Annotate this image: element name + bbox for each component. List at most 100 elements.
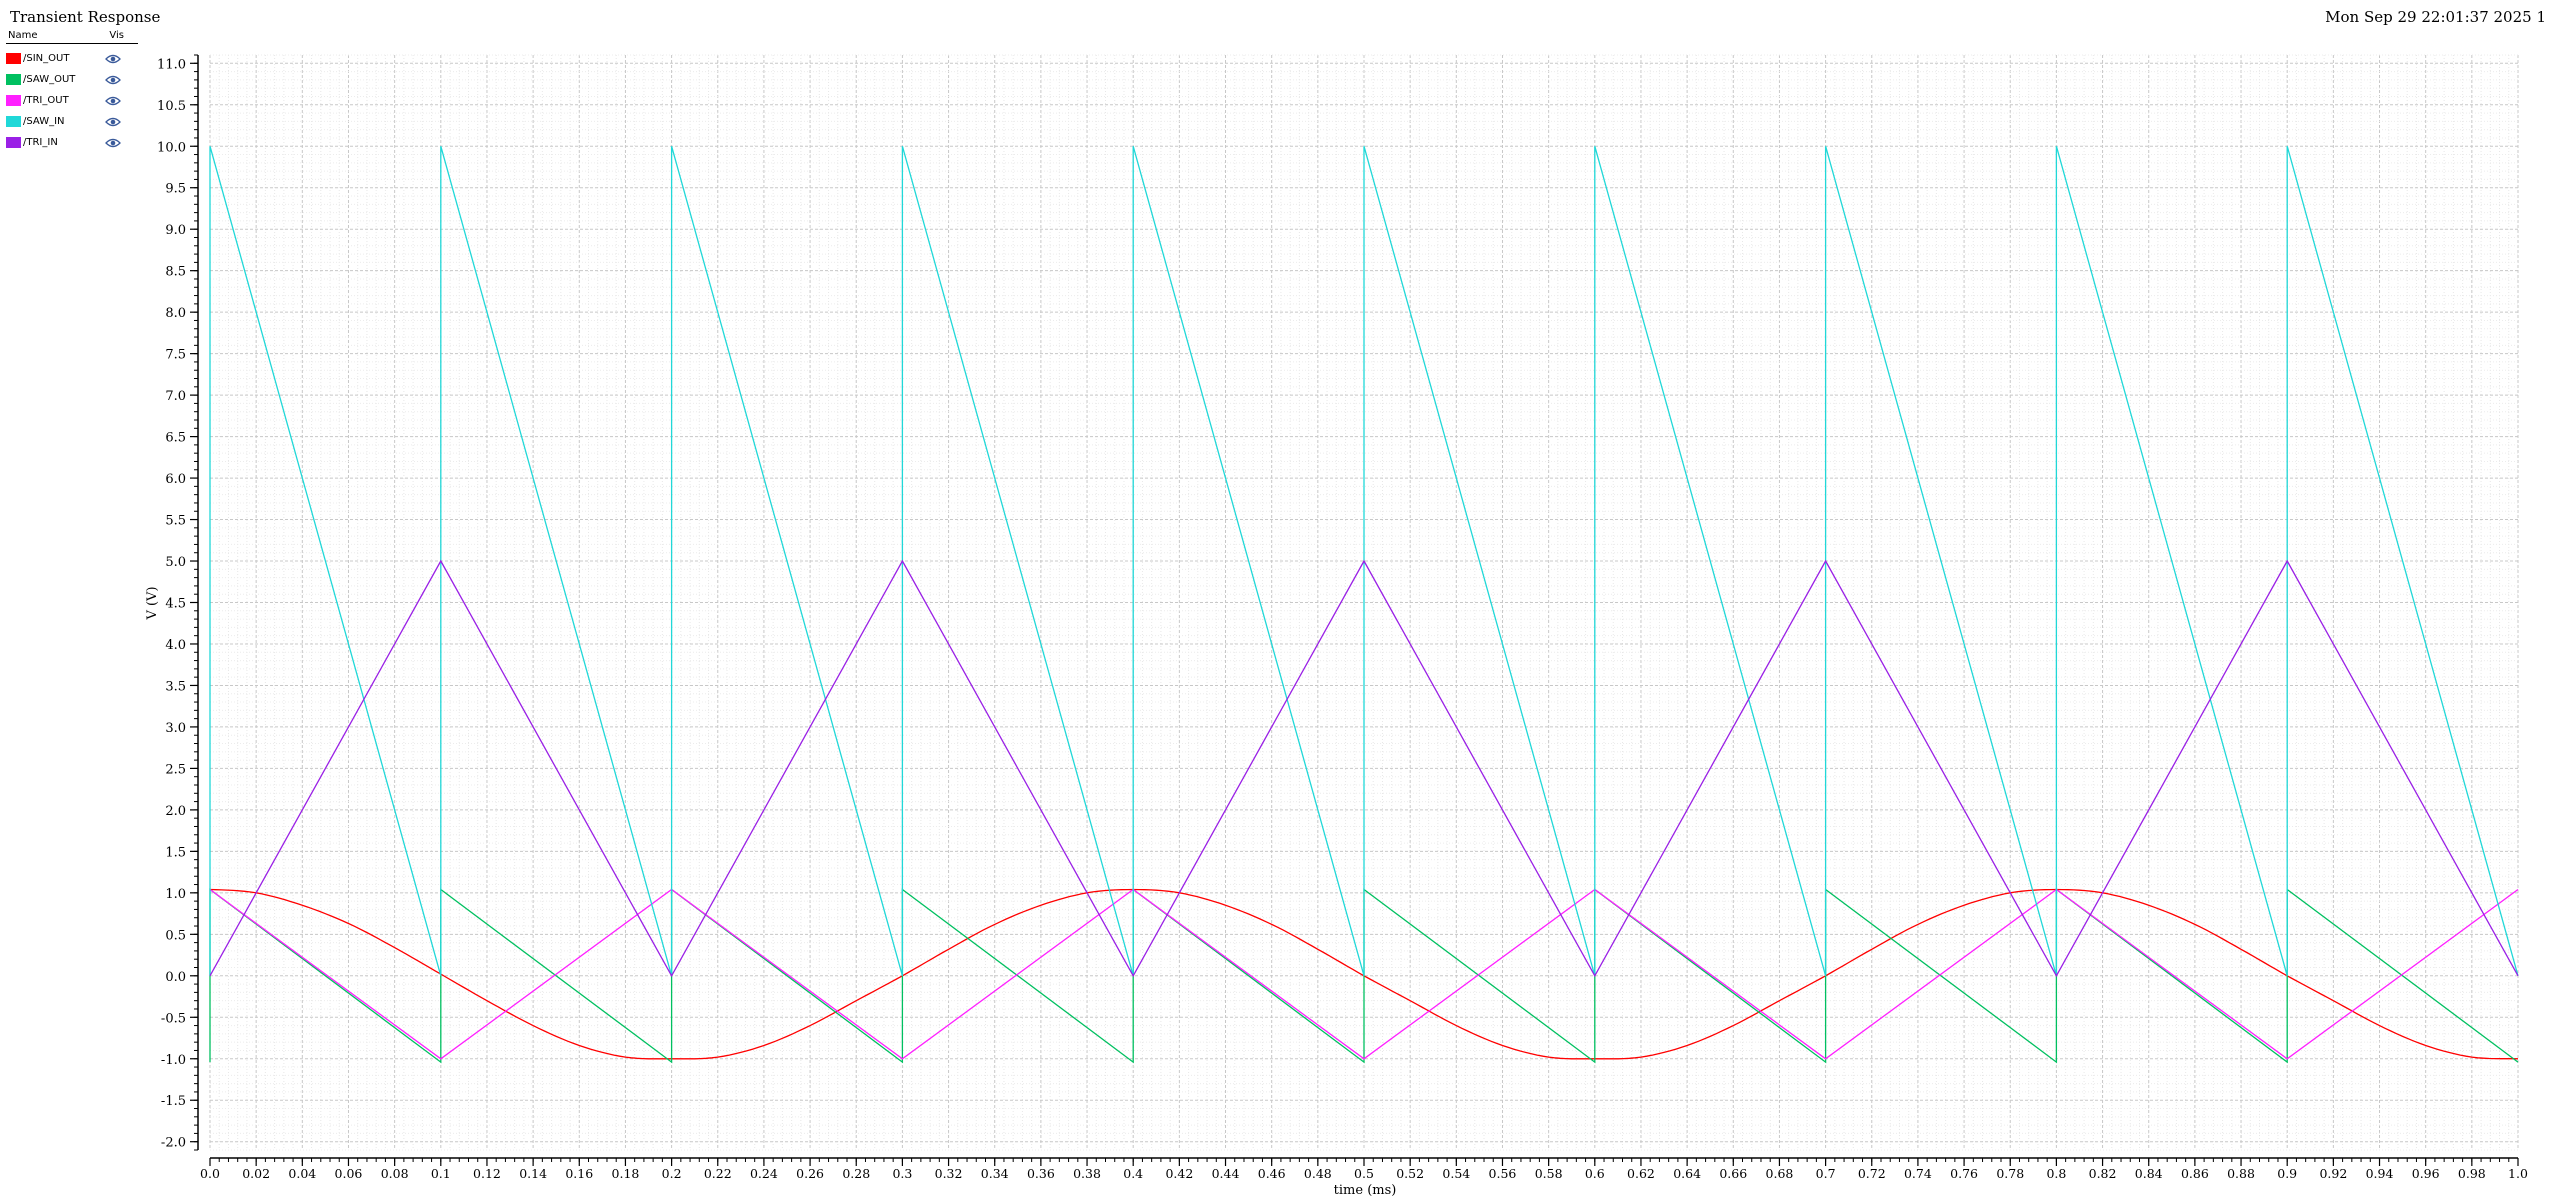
x-tick-label: 0.06 bbox=[335, 1166, 363, 1181]
x-tick-label: 0.68 bbox=[1766, 1166, 1794, 1181]
x-tick-label: 0.58 bbox=[1535, 1166, 1563, 1181]
x-tick-label: 0.32 bbox=[935, 1166, 963, 1181]
x-tick-label: 0.8 bbox=[2046, 1166, 2066, 1181]
x-tick-label: 0.28 bbox=[842, 1166, 870, 1181]
x-tick-label: 0.98 bbox=[2458, 1166, 2486, 1181]
y-tick-label: 2.5 bbox=[165, 762, 186, 777]
y-tick-label: -0.5 bbox=[161, 1011, 186, 1026]
x-tick-label: 0.26 bbox=[796, 1166, 824, 1181]
x-tick-label: 0.46 bbox=[1258, 1166, 1286, 1181]
y-tick-label: -2.0 bbox=[161, 1136, 186, 1151]
legend-col-name: Name bbox=[8, 30, 38, 41]
x-tick-label: 0.66 bbox=[1719, 1166, 1747, 1181]
y-tick-label: 6.5 bbox=[165, 431, 186, 446]
x-tick-label: 0.0 bbox=[200, 1166, 220, 1181]
x-tick-label: 0.52 bbox=[1396, 1166, 1424, 1181]
y-tick-label: 9.0 bbox=[165, 223, 186, 238]
y-tick-label: 6.0 bbox=[165, 472, 186, 487]
y-tick-label: 3.0 bbox=[165, 721, 186, 736]
legend-item[interactable]: /SAW_OUT bbox=[6, 69, 138, 90]
x-tick-label: 0.36 bbox=[1027, 1166, 1055, 1181]
eye-icon[interactable] bbox=[105, 74, 121, 86]
grid-lines bbox=[209, 54, 2519, 1151]
legend-item[interactable]: /TRI_IN bbox=[6, 132, 138, 153]
x-tick-label: 0.78 bbox=[1996, 1166, 2024, 1181]
legend-swatch bbox=[6, 137, 21, 148]
x-tick-label: 0.04 bbox=[288, 1166, 316, 1181]
x-tick-label: 0.44 bbox=[1212, 1166, 1240, 1181]
y-tick-label: 7.5 bbox=[165, 348, 186, 363]
eye-icon[interactable] bbox=[105, 53, 121, 65]
x-tick-label: 0.6 bbox=[1585, 1166, 1605, 1181]
x-tick-label: 0.1 bbox=[431, 1166, 451, 1181]
x-tick-label: 0.14 bbox=[519, 1166, 547, 1181]
x-tick-label: 0.72 bbox=[1858, 1166, 1886, 1181]
x-tick-label: 0.84 bbox=[2135, 1166, 2163, 1181]
legend-label: /SIN_OUT bbox=[23, 53, 70, 64]
legend-swatch bbox=[6, 53, 21, 64]
legend-item[interactable]: /SIN_OUT bbox=[6, 48, 138, 69]
x-tick-label: 0.88 bbox=[2227, 1166, 2255, 1181]
y-tick-label: -1.0 bbox=[161, 1053, 186, 1068]
x-tick-label: 0.76 bbox=[1950, 1166, 1978, 1181]
x-tick-label: 0.22 bbox=[704, 1166, 732, 1181]
y-tick-label: 9.5 bbox=[165, 182, 186, 197]
eye-icon[interactable] bbox=[105, 137, 121, 149]
x-tick-label: 0.3 bbox=[892, 1166, 912, 1181]
timestamp: Mon Sep 29 22:01:37 2025 1 bbox=[2325, 8, 2546, 26]
y-tick-label: 5.0 bbox=[165, 555, 186, 570]
x-tick-label: 0.02 bbox=[242, 1166, 270, 1181]
legend-swatch bbox=[6, 95, 21, 106]
y-tick-label: 7.0 bbox=[165, 389, 186, 404]
x-tick-label: 0.86 bbox=[2181, 1166, 2209, 1181]
x-tick-label: 0.82 bbox=[2089, 1166, 2117, 1181]
y-tick-label: 0.5 bbox=[165, 928, 186, 943]
x-tick-label: 0.42 bbox=[1165, 1166, 1193, 1181]
x-tick-label: 0.38 bbox=[1073, 1166, 1101, 1181]
eye-icon[interactable] bbox=[105, 95, 121, 107]
x-tick-label: 0.54 bbox=[1442, 1166, 1470, 1181]
eye-icon[interactable] bbox=[105, 116, 121, 128]
y-tick-label: 3.5 bbox=[165, 679, 186, 694]
series-line-tri-out bbox=[209, 888, 2519, 1060]
x-tick-label: 0.12 bbox=[473, 1166, 501, 1181]
legend-item[interactable]: /SAW_IN bbox=[6, 111, 138, 132]
y-tick-label: -1.5 bbox=[161, 1094, 186, 1109]
legend-item[interactable]: /TRI_OUT bbox=[6, 90, 138, 111]
legend-swatch bbox=[6, 116, 21, 127]
legend-label: /TRI_OUT bbox=[23, 95, 69, 106]
x-tick-label: 0.9 bbox=[2277, 1166, 2297, 1181]
series-line-saw-in bbox=[209, 146, 2519, 976]
x-tick-label: 0.2 bbox=[662, 1166, 682, 1181]
x-tick-label: 0.08 bbox=[381, 1166, 409, 1181]
y-tick-label: 4.0 bbox=[165, 638, 186, 653]
series-line-tri-in bbox=[209, 559, 2519, 978]
y-tick-label: 1.0 bbox=[165, 887, 186, 902]
x-tick-label: 0.64 bbox=[1673, 1166, 1701, 1181]
legend-panel: Name Vis /SIN_OUT/SAW_OUT/TRI_OUT/SAW_IN… bbox=[6, 30, 138, 153]
x-tick-label: 0.24 bbox=[750, 1166, 778, 1181]
x-tick-label: 0.92 bbox=[2319, 1166, 2347, 1181]
y-tick-label: 10.5 bbox=[157, 99, 186, 114]
series-lines bbox=[209, 146, 2519, 1064]
y-tick-label: 8.0 bbox=[165, 306, 186, 321]
chart-title: Transient Response bbox=[10, 8, 161, 26]
legend-swatch bbox=[6, 74, 21, 85]
x-tick-label: 0.94 bbox=[2366, 1166, 2394, 1181]
x-tick-label: 0.18 bbox=[612, 1166, 640, 1181]
y-tick-label: 11.0 bbox=[157, 57, 186, 72]
x-tick-label: 0.4 bbox=[1123, 1166, 1143, 1181]
x-axis-label: time (ms) bbox=[1334, 1183, 1397, 1198]
x-tick-label: 1.0 bbox=[2508, 1166, 2528, 1181]
x-tick-label: 0.62 bbox=[1627, 1166, 1655, 1181]
x-tick-label: 0.16 bbox=[565, 1166, 593, 1181]
x-tick-label: 0.7 bbox=[1816, 1166, 1836, 1181]
y-tick-label: 1.5 bbox=[165, 845, 186, 860]
legend-col-vis: Vis bbox=[109, 30, 124, 41]
x-tick-label: 0.34 bbox=[981, 1166, 1009, 1181]
y-tick-label: 4.5 bbox=[165, 597, 186, 612]
axes: -2.0 -1.5 -1.0 -0.5 0.0 0.5 1.0 1.5 2.0 2.5 3.0 3.5… bbox=[157, 54, 2528, 1181]
x-tick-label: 0.5 bbox=[1354, 1166, 1374, 1181]
y-tick-label: 5.5 bbox=[165, 514, 186, 529]
